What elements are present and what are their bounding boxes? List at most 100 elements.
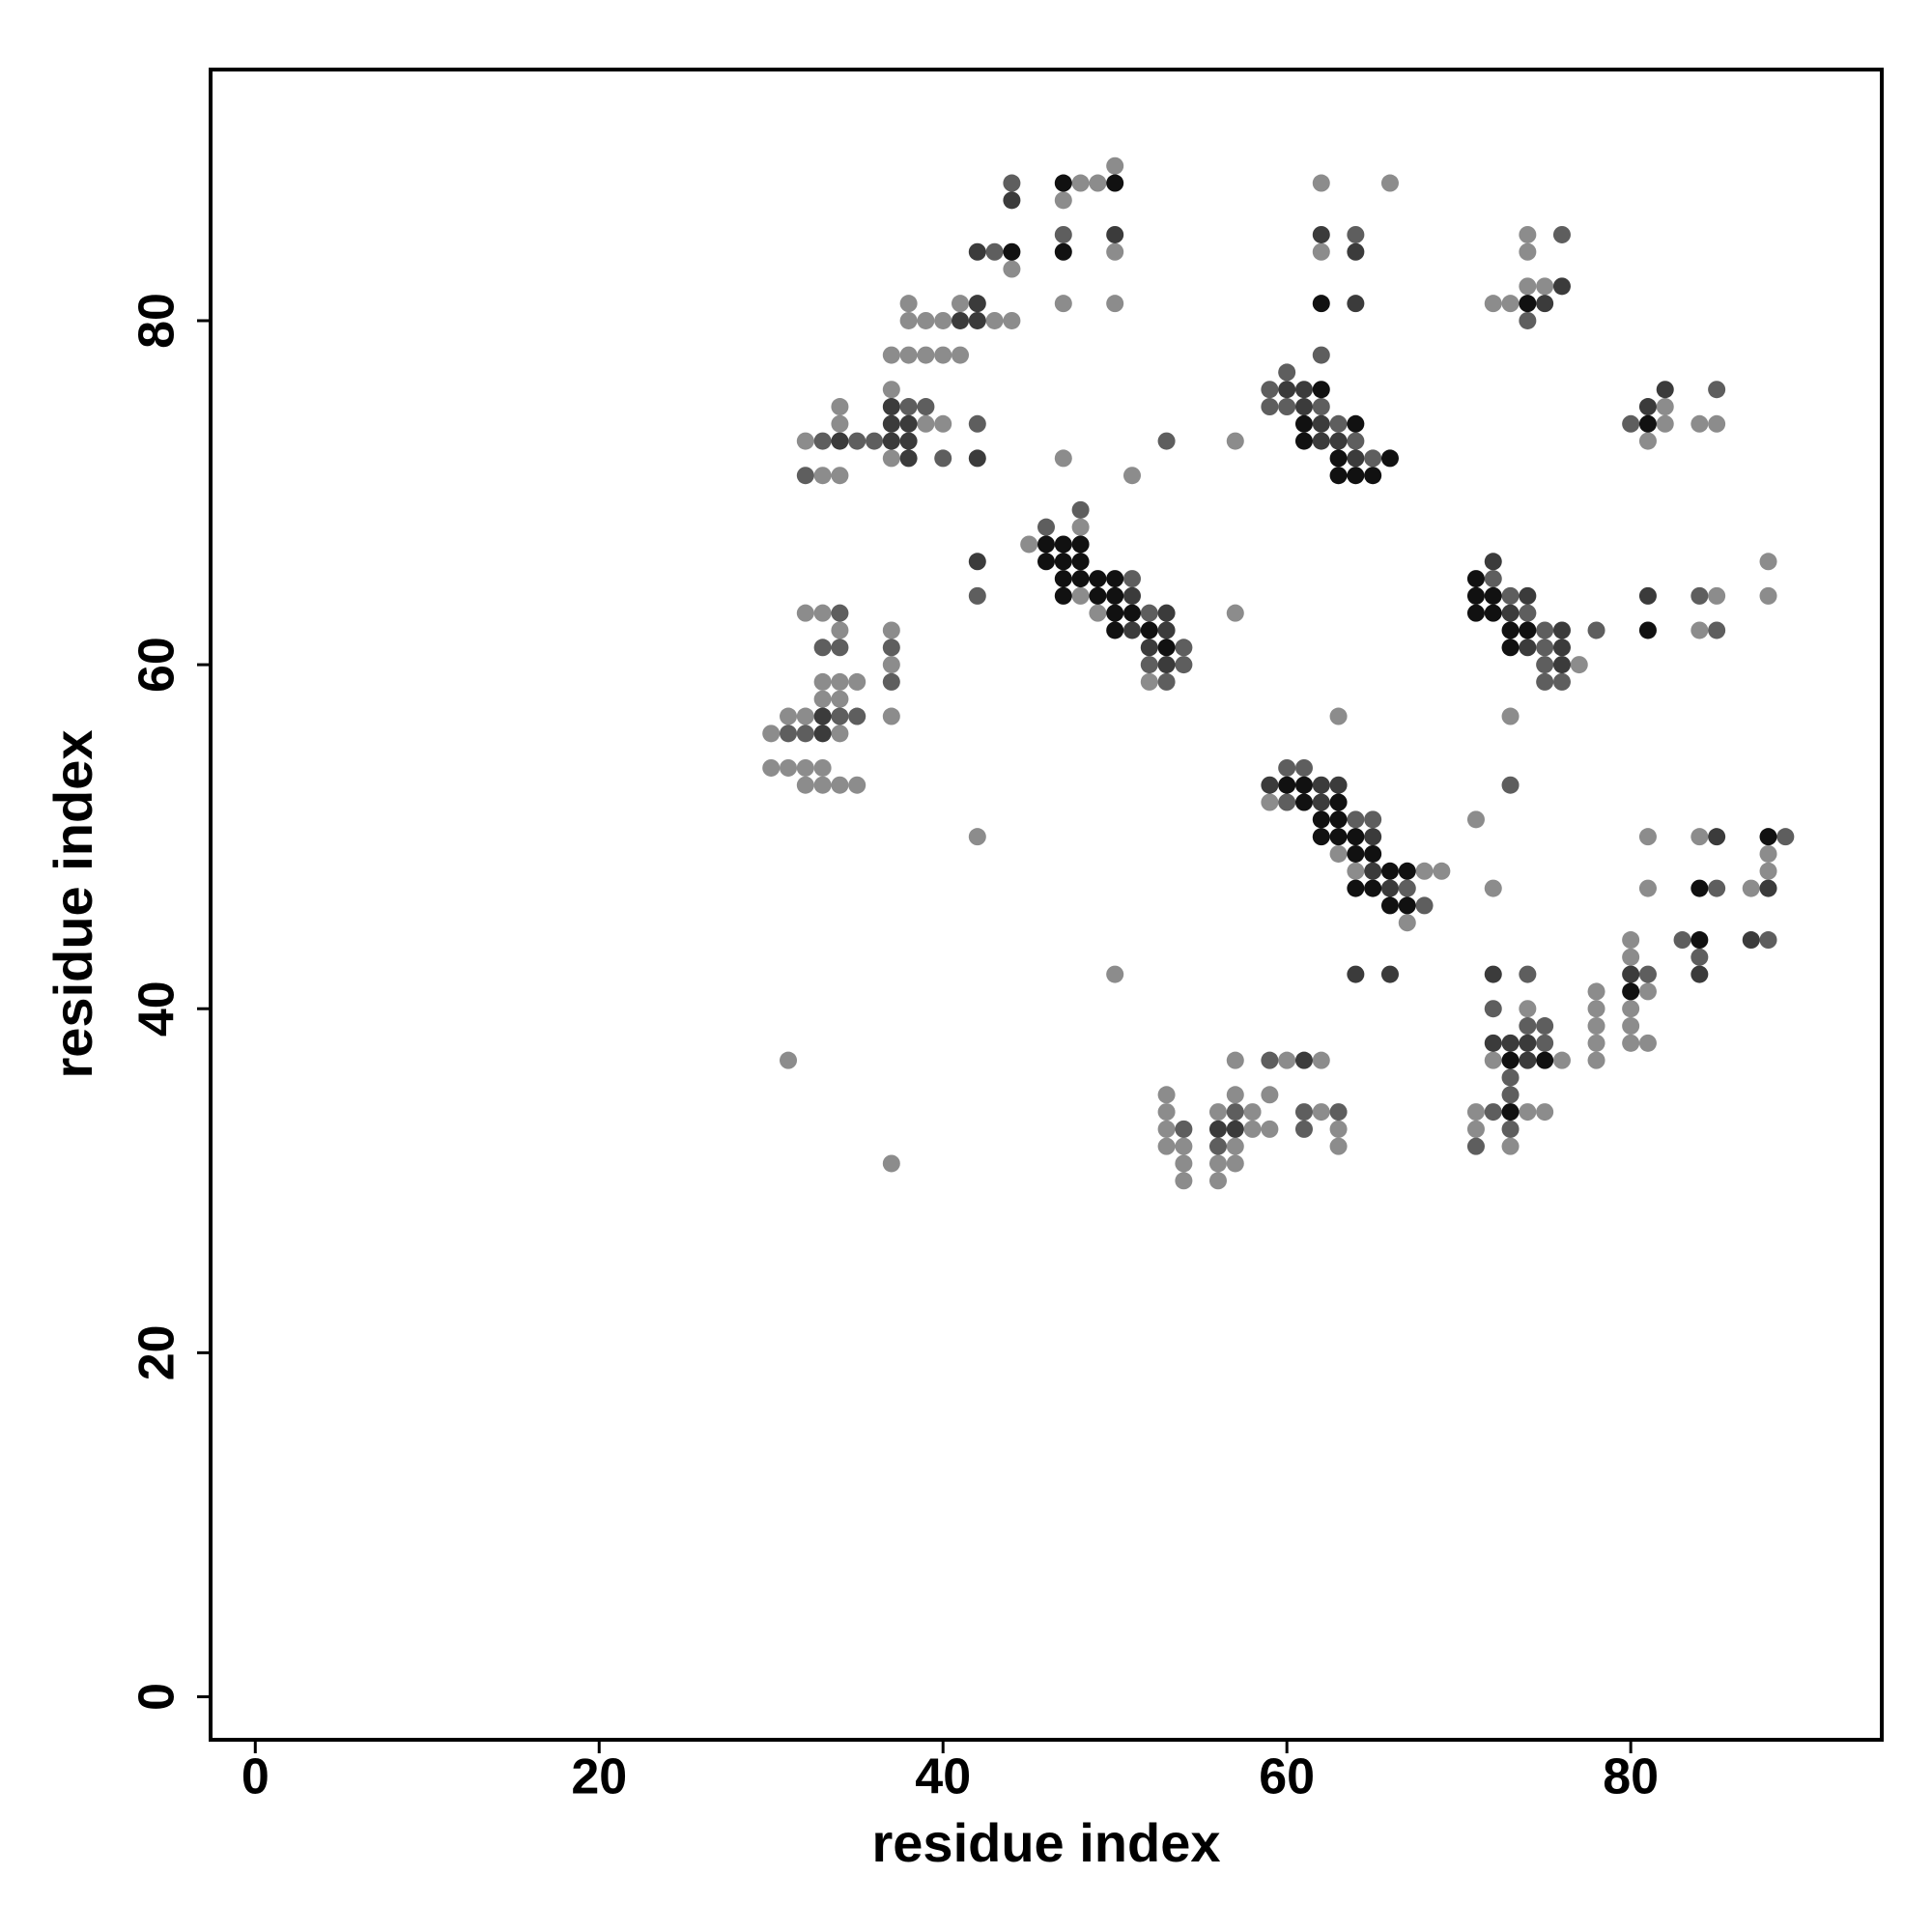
contact-point [1106,604,1124,622]
contact-point [1708,621,1726,639]
contact-point [813,432,832,450]
contact-point [1226,604,1244,622]
contact-point [1071,174,1090,192]
contact-point [1759,553,1777,571]
contact-point [1552,672,1571,691]
contact-point [1106,570,1124,588]
contact-point [1175,1154,1193,1173]
contact-point [1312,828,1330,846]
contact-point [1329,414,1348,433]
contact-point [1071,518,1090,536]
contact-point [882,656,900,674]
contact-point [1122,621,1141,639]
contact-point [1622,965,1640,983]
contact-point [1294,381,1313,399]
contact-point [1587,982,1605,1001]
contact-point [1708,381,1726,399]
contact-point [1175,1172,1193,1190]
contact-point [1466,1120,1485,1138]
contact-point [1536,621,1554,639]
contact-point [1157,604,1176,622]
contact-point [1656,414,1674,433]
contact-point [1622,1017,1640,1036]
contact-point [1501,1120,1520,1138]
contact-point [780,724,798,743]
contact-point [1364,449,1382,468]
contact-point [968,295,986,313]
contact-point [1294,414,1313,433]
contact-point [1552,639,1571,657]
contact-point [917,414,935,433]
contact-point [1054,586,1072,605]
contact-point [1329,1120,1348,1138]
contact-point [1380,879,1399,897]
contact-point [1656,398,1674,416]
contact-point [1278,363,1296,382]
contact-point [1638,432,1657,450]
contact-point [813,776,832,794]
contact-point [1398,896,1416,915]
contact-point [1656,381,1674,399]
contact-point [1071,586,1090,605]
contact-point [968,414,986,433]
contact-point [831,604,849,622]
contact-point [1261,1086,1279,1104]
contact-point [831,432,849,450]
contact-point [1037,518,1055,536]
contact-point [1347,295,1365,313]
contact-point [813,724,832,743]
contact-point [813,707,832,725]
contact-point [1742,931,1760,950]
contact-point [1089,174,1107,192]
contact-point [1175,639,1193,657]
contact-point [1552,1051,1571,1069]
contact-point [1690,621,1709,639]
contact-point [796,724,814,743]
contact-point [985,242,1004,261]
contact-point [1347,225,1365,243]
contact-point [968,586,986,605]
contact-point [1519,242,1537,261]
contact-point [1312,1103,1330,1122]
contact-point [952,295,970,313]
x-tick-label: 60 [1259,1749,1315,1805]
contact-point [1106,156,1124,175]
contact-point [1003,174,1021,192]
contact-point [1364,862,1382,880]
contact-point [1398,879,1416,897]
contact-point [831,776,849,794]
x-tick-label: 80 [1603,1749,1659,1805]
contact-point [1278,1051,1296,1069]
contact-point [1208,1154,1227,1173]
contact-point [1329,467,1348,485]
contact-point [1329,828,1348,846]
contact-point [1552,656,1571,674]
contact-point [1398,914,1416,932]
contact-point [1347,414,1365,433]
contact-point [1690,828,1709,846]
contact-point [1071,553,1090,571]
contact-point [780,1051,798,1069]
contact-point [1638,414,1657,433]
contact-point [1501,1034,1520,1052]
contact-point [1312,810,1330,829]
contact-point [1054,553,1072,571]
contact-point [882,621,900,639]
contact-point [1519,277,1537,296]
contact-point [848,707,867,725]
contact-point [866,432,884,450]
contact-point [1484,1000,1502,1018]
contact-point [796,604,814,622]
contact-point [1690,948,1709,966]
contact-point [1175,656,1193,674]
contact-point [917,398,935,416]
contact-point [1208,1120,1227,1138]
contact-point [1519,604,1537,622]
contact-point [1329,793,1348,811]
contact-point [1278,793,1296,811]
contact-point [1106,174,1124,192]
contact-point [1536,672,1554,691]
contact-point [1519,1000,1537,1018]
contact-point [1054,174,1072,192]
contact-point [1690,879,1709,897]
